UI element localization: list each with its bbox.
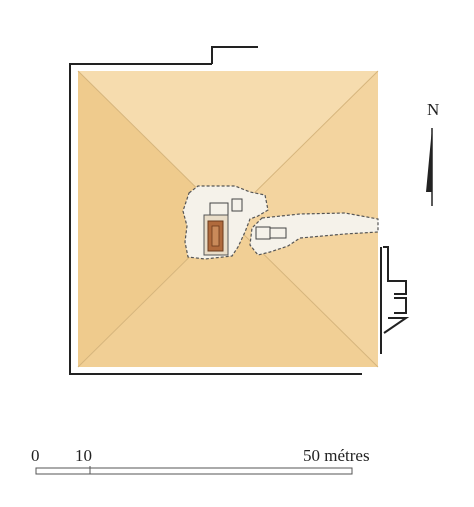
east-temple-middle — [394, 297, 407, 314]
side-chamber — [231, 198, 243, 212]
pyramid-face-south — [78, 219, 378, 367]
north-arrow — [426, 128, 433, 206]
pyramid-face-west — [78, 71, 228, 367]
scale-label-0: 0 — [31, 446, 40, 465]
north-arrow-head — [426, 128, 432, 192]
scale-label-10: 10 — [75, 446, 92, 465]
north-label: N — [427, 100, 440, 119]
enclosure-wall-west — [69, 63, 362, 375]
scale-bar-frame — [35, 467, 353, 475]
enclosure-wall — [69, 46, 362, 375]
sarcophagus-lid — [211, 225, 220, 247]
burial-pit — [182, 185, 379, 260]
descending-corridor — [249, 212, 379, 256]
corridor-shaft-inner — [269, 227, 287, 239]
scale-bar — [35, 466, 353, 475]
east-temple-lower — [383, 317, 410, 334]
enclosure-wall-outline — [211, 46, 258, 64]
east-temple-upper — [383, 246, 407, 295]
scale-label-50: 50 métres — [303, 446, 370, 465]
pyramid-face-north — [78, 71, 378, 219]
east-temple-structure — [380, 246, 410, 354]
